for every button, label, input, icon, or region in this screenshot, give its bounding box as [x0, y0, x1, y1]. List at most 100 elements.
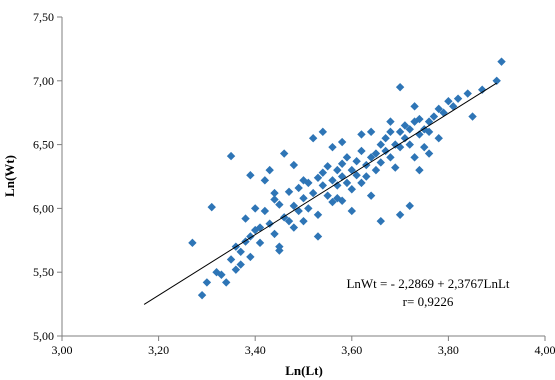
data-point — [255, 223, 265, 232]
data-point — [289, 223, 299, 232]
data-point — [337, 137, 347, 147]
data-point — [429, 112, 439, 121]
data-point — [333, 181, 342, 190]
data-point — [308, 134, 318, 143]
data-point — [405, 125, 414, 134]
data-point — [492, 76, 501, 85]
data-point — [342, 178, 352, 188]
y-tick-label: 6,00 — [33, 201, 54, 215]
data-point — [386, 127, 395, 137]
data-point — [328, 176, 337, 185]
data-point — [362, 172, 371, 181]
data-point — [366, 127, 376, 137]
data-point — [299, 216, 308, 226]
tick-labels: 3,00 3,20 3,40 3,60 3,80 4,00 5,00 5,50 6,00 6,50… — [33, 10, 555, 357]
data-point — [236, 247, 245, 256]
data-point — [410, 102, 419, 111]
x-tick-label: 3,00 — [52, 343, 73, 357]
data-point — [246, 252, 255, 262]
data-point — [347, 185, 356, 194]
data-point — [478, 85, 487, 94]
data-point — [395, 127, 405, 137]
data-point — [333, 165, 342, 175]
data-point — [265, 165, 274, 175]
data-point — [357, 146, 366, 156]
axes — [57, 16, 546, 341]
data-point — [352, 156, 361, 166]
data-point — [424, 149, 434, 158]
data-point — [337, 159, 347, 168]
data-point — [304, 204, 313, 213]
y-tick-label: 5,00 — [33, 329, 54, 343]
data-point — [381, 134, 390, 143]
data-point — [410, 117, 419, 126]
data-point — [357, 178, 366, 188]
data-point — [333, 193, 342, 203]
data-points — [188, 57, 506, 300]
data-point — [246, 171, 255, 180]
data-point — [376, 158, 385, 167]
data-point — [371, 165, 381, 175]
data-point — [434, 134, 443, 143]
data-point — [318, 127, 328, 137]
data-point — [236, 260, 245, 269]
data-point — [347, 206, 356, 216]
data-point — [279, 149, 289, 158]
y-tick-label: 5,50 — [33, 265, 54, 279]
correlation-coefficient: r= 0,9226 — [403, 294, 454, 309]
data-point — [251, 204, 260, 213]
x-tick-label: 3,20 — [148, 343, 169, 357]
data-point — [337, 172, 347, 181]
data-point — [294, 183, 303, 193]
data-point — [318, 181, 328, 190]
data-point — [366, 153, 376, 162]
data-point — [226, 151, 236, 161]
x-axis-title: Ln(Lt) — [285, 363, 323, 378]
data-point — [279, 213, 289, 222]
data-point — [270, 188, 279, 198]
data-point — [328, 197, 337, 207]
data-point — [241, 214, 250, 223]
data-point — [270, 229, 279, 239]
data-point — [255, 238, 265, 248]
data-point — [275, 200, 284, 209]
data-point — [289, 160, 299, 170]
data-point — [468, 112, 477, 121]
data-point — [202, 278, 212, 287]
data-point — [275, 246, 284, 255]
data-point — [391, 163, 400, 172]
data-point — [424, 127, 434, 137]
data-point — [260, 206, 270, 216]
data-point — [444, 97, 453, 106]
data-point — [323, 191, 332, 200]
regression-equation: LnWt = - 2,2869 + 2,3767LnLt — [346, 276, 509, 291]
y-tick-label: 6,50 — [33, 138, 54, 152]
data-point — [395, 210, 405, 219]
data-point — [284, 216, 294, 226]
data-point — [299, 193, 308, 203]
data-point — [308, 188, 318, 198]
data-point — [217, 270, 226, 279]
data-point — [188, 238, 197, 248]
data-point — [357, 130, 366, 139]
data-point — [376, 216, 385, 226]
y-tick-label: 7,00 — [33, 74, 54, 88]
data-point — [328, 142, 337, 152]
x-tick-label: 3,60 — [341, 343, 362, 357]
data-point — [420, 142, 429, 152]
x-tick-label: 3,40 — [245, 343, 266, 357]
data-point — [405, 140, 414, 149]
data-point — [313, 210, 323, 219]
data-point — [366, 191, 376, 200]
data-point — [352, 171, 361, 180]
data-point — [313, 173, 323, 182]
y-axis-title: Ln(Wt) — [2, 155, 17, 197]
regression-line — [143, 82, 497, 305]
data-point — [342, 153, 352, 162]
data-point — [386, 117, 395, 126]
data-point — [410, 153, 419, 162]
data-point — [386, 153, 395, 162]
data-point — [400, 134, 410, 143]
y-tick-label: 7,50 — [33, 10, 54, 24]
